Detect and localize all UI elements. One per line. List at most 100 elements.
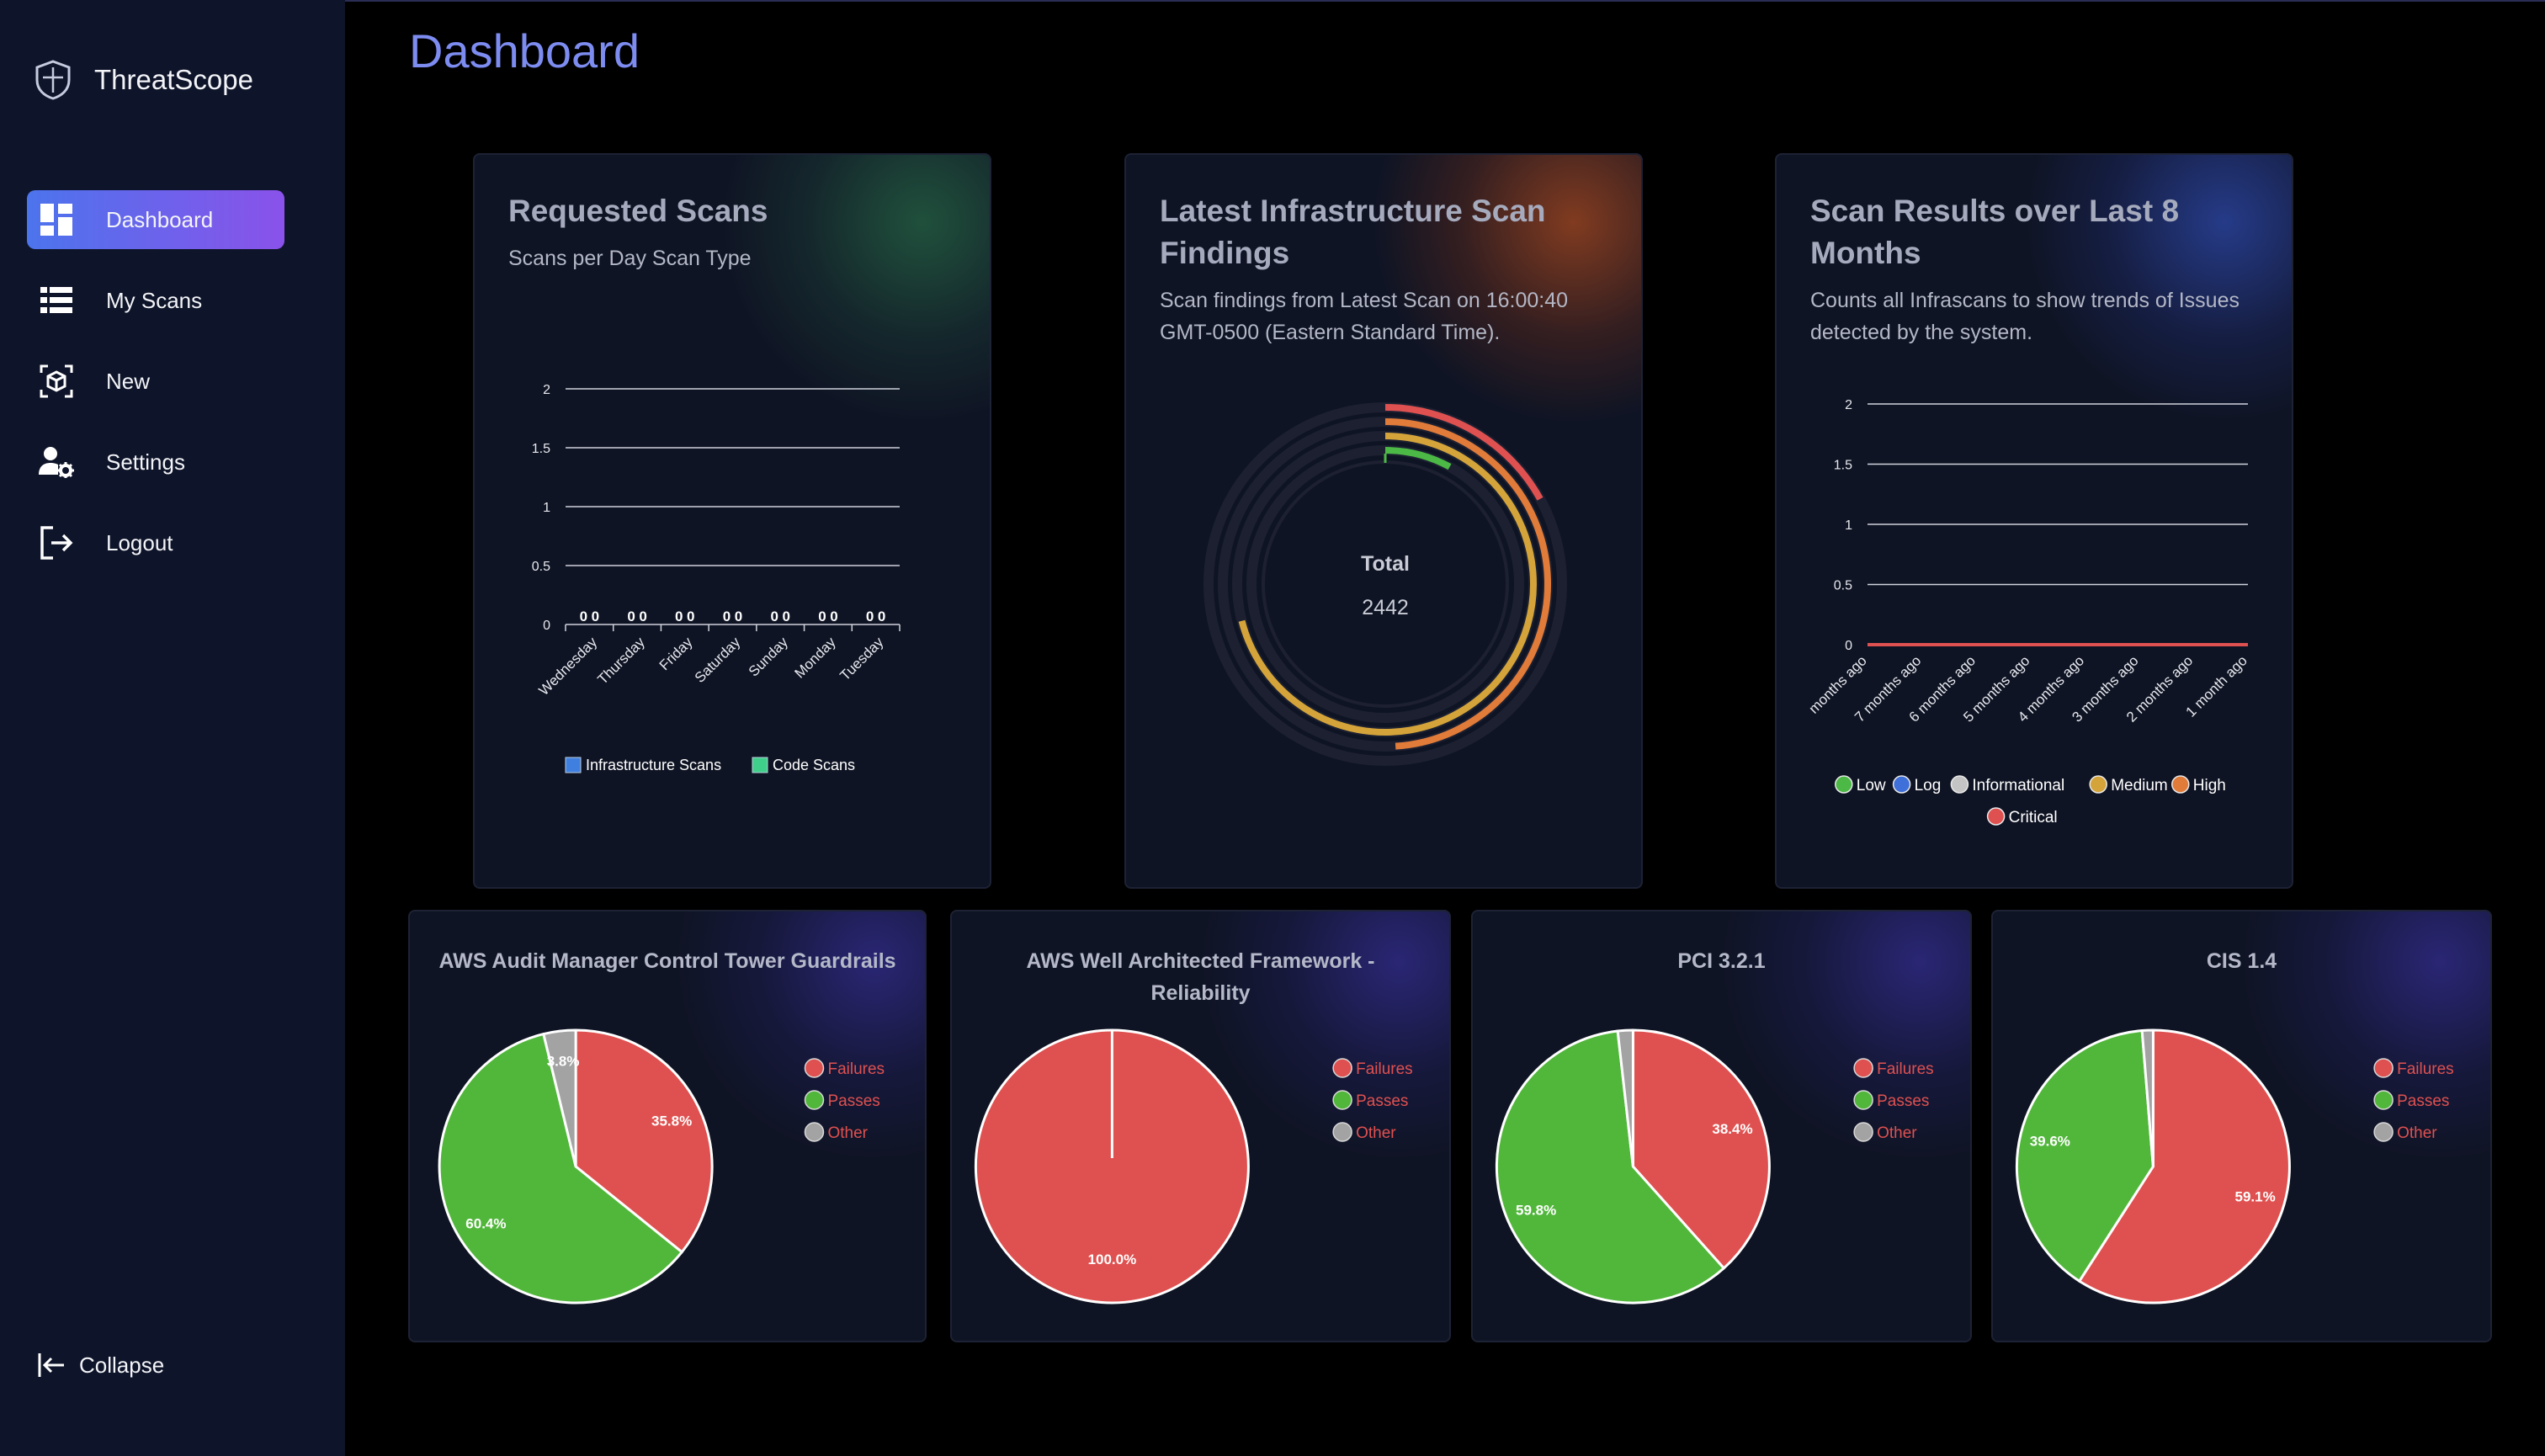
sidebar-item-settings[interactable]: Settings (27, 433, 284, 492)
cube-scan-icon (39, 364, 74, 399)
ring-arc (1238, 433, 1537, 736)
legend-label[interactable]: Passes (2397, 1092, 2449, 1110)
pie-slice[interactable] (542, 1028, 577, 1168)
legend-swatch (1835, 775, 1853, 794)
x-tick-label: Tuesday (837, 634, 886, 683)
legend-label[interactable]: Log (1915, 777, 1942, 794)
legend-swatch (752, 757, 768, 773)
legend-label[interactable]: Informational (1972, 777, 2064, 794)
app-name: ThreatScope (94, 64, 253, 95)
legend-label[interactable]: Critical (2009, 809, 2058, 826)
bar-value-label: 0 (687, 608, 694, 624)
legend-swatch (1332, 1122, 1352, 1142)
legend-label[interactable]: Other (827, 1124, 868, 1142)
card-subtitle: Counts all Infrascans to show trends of … (1810, 289, 2239, 344)
bar-value-label: 0 (735, 608, 742, 624)
pie-slice-label: 100.0% (1088, 1251, 1137, 1267)
pie-chart: 35.8% 60.4% 3.8% Failures Passes Other (438, 1028, 885, 1305)
ring-arc (1384, 447, 1452, 470)
pie-card-aws-audit-manager: AWS Audit Manager Control Tower Guardrai… (408, 910, 927, 1342)
pie-slice[interactable] (574, 1028, 714, 1254)
ring-arc (1384, 418, 1551, 750)
page-title: Dashboard (409, 24, 640, 77)
legend-label[interactable]: Other (1356, 1124, 1396, 1142)
bar-value-label: 0 (675, 608, 683, 624)
sidebar-item-label: New (106, 368, 151, 394)
sidebar-item-new[interactable]: New (27, 352, 284, 411)
pie-slice[interactable] (1616, 1028, 1634, 1168)
legend-label[interactable]: Failures (1877, 1060, 1934, 1078)
y-tick-label: 1 (543, 501, 550, 515)
pie-slice[interactable] (1631, 1028, 1771, 1270)
pie-slice[interactable] (2078, 1028, 2291, 1305)
pie-slice-label: 59.1% (2234, 1189, 2275, 1205)
legend-swatch (1332, 1058, 1352, 1078)
card-title: Requested Scans (508, 194, 768, 228)
legend-swatch (1853, 1122, 1873, 1142)
legend-label[interactable]: Passes (827, 1092, 879, 1110)
logout-icon (39, 525, 74, 561)
bar-value-label: 0 (592, 608, 599, 624)
legend-label[interactable]: Other (2397, 1124, 2437, 1142)
legend-swatch (1853, 1090, 1873, 1110)
y-tick-label: 0.5 (532, 560, 550, 574)
bar-value-label: 0 (723, 608, 731, 624)
pie-chart: 59.1% 39.6% Failures Passes Other (2015, 1028, 2454, 1305)
legend-label[interactable]: Code Scans (773, 757, 855, 773)
scan-results-card: Scan Results over Last 8 Months Counts al… (1775, 153, 2293, 889)
legend-label[interactable]: Other (1877, 1124, 1917, 1142)
sidebar-item-dashboard[interactable]: Dashboard (27, 190, 284, 249)
legend-label[interactable]: Failures (2397, 1060, 2454, 1078)
sidebar-item-logout[interactable]: Logout (27, 513, 284, 572)
pie-slice[interactable] (1495, 1029, 1725, 1305)
sidebar: ThreatScope Dashboard My Scans New Setti… (0, 0, 345, 1456)
y-tick-label: 1 (1845, 518, 1852, 533)
requested-scans-card: Requested Scans Scans per Day Scan Type … (473, 153, 991, 889)
y-tick-label: 1.5 (1834, 459, 1852, 473)
collapse-button[interactable]: Collapse (37, 1352, 164, 1379)
findings-ring-chart: Total 2442 (1203, 402, 1567, 766)
pie-slice-label: 3.8% (547, 1054, 580, 1070)
legend-swatch (565, 757, 582, 773)
legend-swatch (1986, 807, 2006, 826)
pie-chart: 100.0% Failures Passes Other (974, 1028, 1413, 1305)
legend-label[interactable]: Medium (2111, 777, 2168, 794)
ring-total-value: 2442 (1362, 596, 1409, 619)
x-tick-label: Saturday (692, 634, 744, 686)
legend-label[interactable]: Failures (827, 1060, 885, 1078)
pie-slice[interactable] (438, 1033, 683, 1305)
legend-label[interactable]: Low (1857, 777, 1886, 794)
y-tick-label: 0 (1845, 639, 1852, 653)
x-tick-label: Friday (656, 634, 696, 673)
legend-label[interactable]: Passes (1356, 1092, 1408, 1110)
ring-track (1262, 460, 1509, 708)
sidebar-item-my-scans[interactable]: My Scans (27, 271, 284, 330)
sidebar-item-label: Dashboard (106, 206, 214, 232)
legend-label[interactable]: Infrastructure Scans (586, 757, 721, 773)
sidebar-item-label: My Scans (106, 287, 203, 313)
legend-swatch (2171, 775, 2190, 794)
legend-label[interactable]: Failures (1356, 1060, 1413, 1078)
brand[interactable]: ThreatScope (34, 59, 253, 101)
pie-slice-label: 59.8% (1516, 1203, 1556, 1219)
ring-arc (1384, 404, 1543, 501)
legend-label[interactable]: High (2193, 777, 2226, 794)
collapse-arrow-icon (38, 1353, 64, 1377)
pie-slice-label: 60.4% (465, 1216, 506, 1232)
legend-swatch (1892, 775, 1911, 794)
pie-title: CIS 1.4 (2206, 949, 2277, 973)
pie-chart: 38.4% 59.8% Failures Passes Other (1495, 1028, 1934, 1305)
pie-slice[interactable] (2140, 1028, 2154, 1168)
pie-title: PCI 3.2.1 (1677, 949, 1766, 973)
pie-slice-label: 35.8% (651, 1113, 692, 1129)
legend-swatch (804, 1058, 825, 1078)
pie-title: AWS Audit Manager Control Tower Guardrai… (438, 949, 896, 973)
legend-label[interactable]: Passes (1877, 1092, 1929, 1110)
y-tick-label: 0 (543, 619, 550, 633)
sidebar-item-label: Logout (106, 529, 173, 555)
dashboard-icon (39, 202, 74, 237)
pie-slice[interactable] (2015, 1029, 2154, 1283)
pie-card-aws-well-architected: AWS Well Architected Framework - Reliabil… (950, 910, 1451, 1342)
